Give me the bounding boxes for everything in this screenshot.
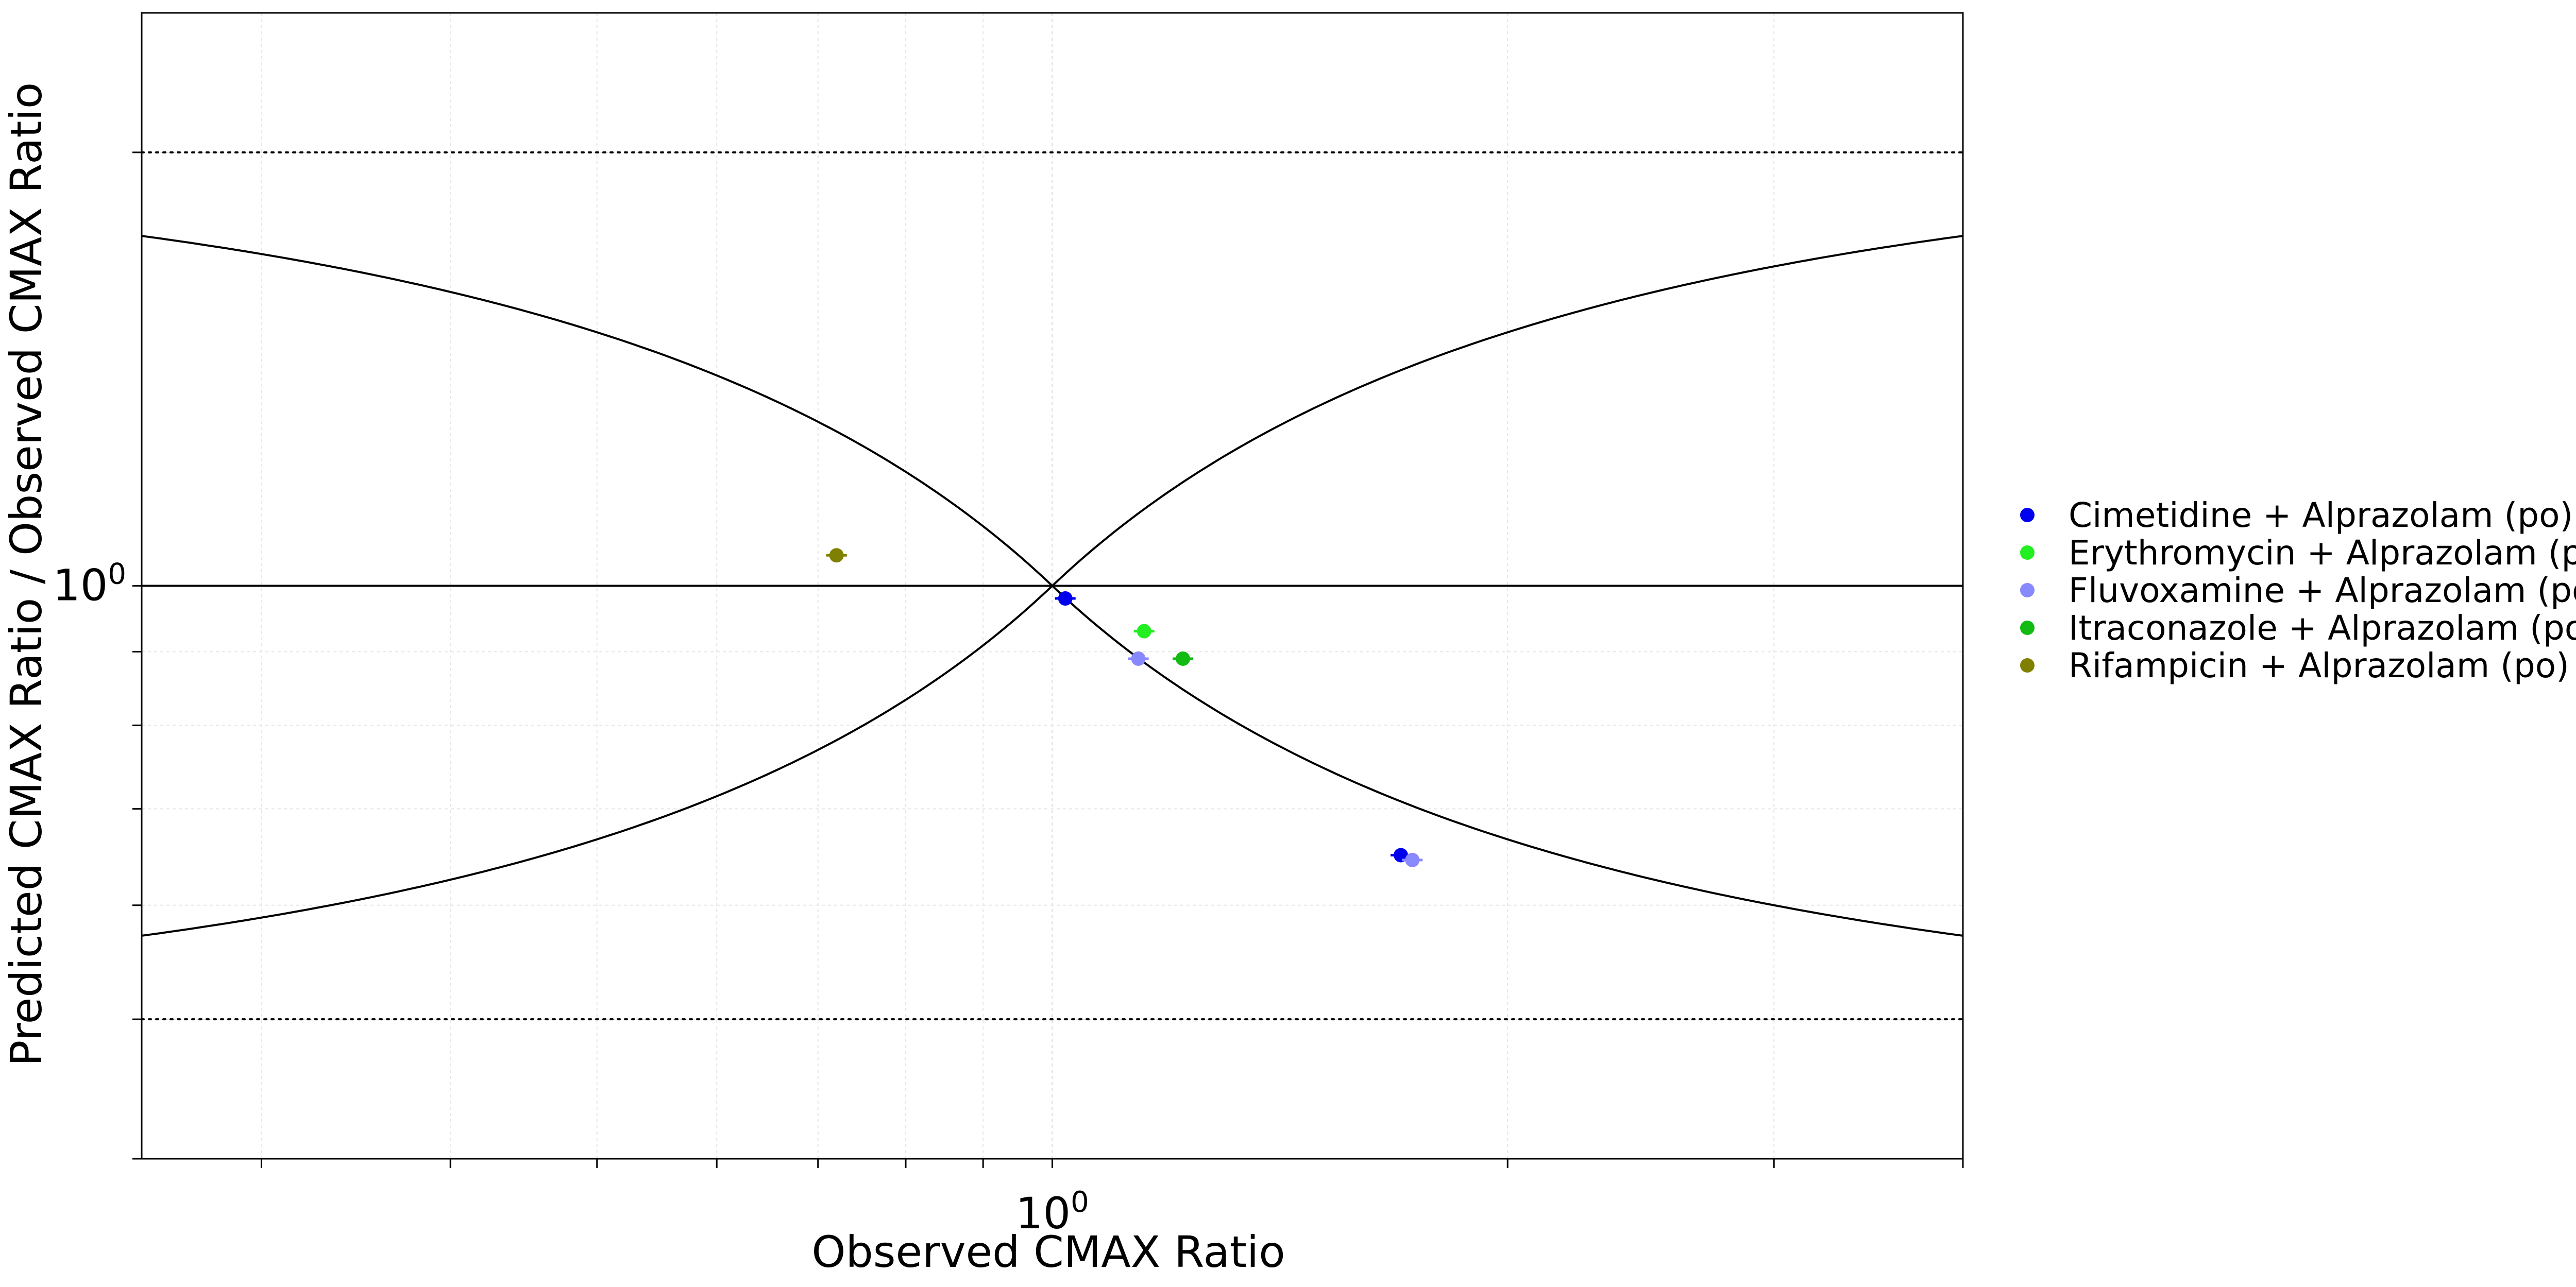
- x-axis-ticks: 100: [260, 1159, 1964, 1239]
- data-point: [1176, 651, 1191, 666]
- data-point: [1058, 591, 1073, 606]
- legend-marker: [2020, 583, 2035, 597]
- y-axis-title: Predicted CMAX Ratio / Observed CMAX Rat…: [1, 82, 52, 1067]
- x-tick-label: 100: [1015, 1186, 1089, 1239]
- legend-label: Cimetidine + Alprazolam (po): [2069, 495, 2573, 535]
- legend-marker: [2020, 621, 2035, 635]
- y-tick-label: 100: [53, 558, 126, 611]
- legend-label: Itraconazole + Alprazolam (po): [2069, 608, 2576, 648]
- data-point: [1405, 852, 1420, 867]
- y-axis-ticks: 100: [53, 151, 142, 1160]
- legend-marker: [2020, 508, 2035, 522]
- legend-label: Fluvoxamine + Alprazolam (po): [2069, 571, 2576, 610]
- data-point: [1137, 624, 1151, 639]
- lower-limit-curve: [141, 584, 1963, 937]
- legend-label: Rifampicin + Alprazolam (po): [2069, 646, 2569, 685]
- x-axis-title: Observed CMAX Ratio: [811, 1227, 1285, 1277]
- data-points: [826, 548, 1423, 867]
- reference-lines: [141, 151, 1964, 1021]
- legend-label: Erythromycin + Alprazolam (po): [2069, 533, 2576, 573]
- legend: Cimetidine + Alprazolam (po)Erythromycin…: [2020, 495, 2576, 685]
- data-point: [1131, 651, 1146, 666]
- legend-marker: [2020, 658, 2035, 673]
- legend-marker: [2020, 545, 2035, 560]
- data-point: [829, 548, 844, 563]
